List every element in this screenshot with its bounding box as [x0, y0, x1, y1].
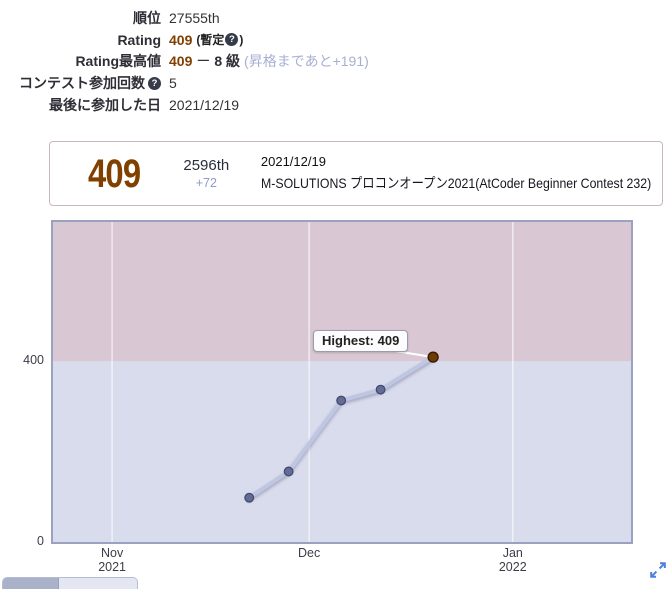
expand-icon[interactable]	[648, 560, 668, 580]
latest-rating-value: 409	[88, 151, 141, 196]
rating-value: 409	[169, 31, 193, 48]
rating-history-chart[interactable]: Highest: 409	[51, 220, 633, 544]
dash: ー	[196, 53, 211, 70]
rating-point[interactable]	[375, 384, 386, 395]
promotion-note: (昇格まであと+191)	[244, 53, 369, 70]
x-axis-tick-label: Dec	[298, 546, 321, 560]
contest-name-link[interactable]: M-SOLUTIONS プロコンオープン2021(AtCoder Beginne…	[260, 175, 652, 191]
highest-rating-point[interactable]	[427, 351, 439, 363]
highest-rating-row: Rating最高値 409 ー 8 級 (昇格まであと+191)	[0, 51, 369, 73]
gray-rating-band	[53, 361, 631, 542]
competitions-value: 5	[169, 75, 177, 92]
highest-rating-value: 409	[169, 53, 193, 70]
stats-table: 順位 27555th Rating 409 (暫定?) Rating最高値 40…	[0, 7, 369, 116]
rank-label: 順位	[133, 9, 161, 26]
tab-idle-partial[interactable]	[59, 578, 137, 589]
tooltip-connector	[394, 350, 434, 359]
x-axis-tick-label: Nov 2021	[98, 546, 127, 574]
competitions-row: コンテスト参加回数? 5	[0, 72, 369, 94]
y-axis-tick-label: 0	[37, 534, 44, 548]
graph-mode-tabs-partial	[2, 577, 138, 589]
y-axis-tick-label: 400	[23, 353, 44, 368]
rating-point[interactable]	[336, 395, 347, 406]
last-competed-label: 最後に参加した日	[49, 97, 161, 114]
provisional-note: (暫定?)	[196, 32, 244, 48]
rating-row: Rating 409 (暫定?)	[0, 29, 369, 51]
rating-diff: +72	[195, 176, 217, 190]
question-circle-icon[interactable]: ?	[148, 76, 161, 90]
rating-point[interactable]	[283, 466, 294, 477]
highest-rating-tooltip: Highest: 409	[313, 330, 409, 352]
latest-contest-card: 409 2596th +72 2021/12/19 M-SOLUTIONS プロ…	[49, 141, 663, 206]
last-competed-value: 2021/12/19	[169, 97, 240, 114]
place-block: 2596th +72	[174, 157, 239, 190]
rating-point[interactable]	[244, 492, 255, 503]
last-competed-row: 最後に参加した日 2021/12/19	[0, 94, 369, 116]
contest-place: 2596th	[183, 157, 230, 174]
x-axis-tick-label: Jan 2022	[498, 546, 527, 574]
tab-active-partial[interactable]	[3, 578, 59, 589]
question-circle-icon[interactable]: ?	[225, 33, 239, 47]
rank-row: 順位 27555th	[0, 7, 369, 29]
rank-value: 27555th	[169, 9, 220, 26]
rating-label: Rating	[117, 31, 161, 48]
kyu-rank: 8 級	[214, 53, 241, 70]
contest-info: 2021/12/19 M-SOLUTIONS プロコンオープン2021(AtCo…	[261, 154, 662, 193]
rating-chart-svg[interactable]	[53, 222, 631, 542]
contest-date: 2021/12/19	[260, 154, 326, 169]
competitions-label: コンテスト参加回数	[19, 75, 145, 92]
highest-rating-label: Rating最高値	[75, 53, 161, 70]
